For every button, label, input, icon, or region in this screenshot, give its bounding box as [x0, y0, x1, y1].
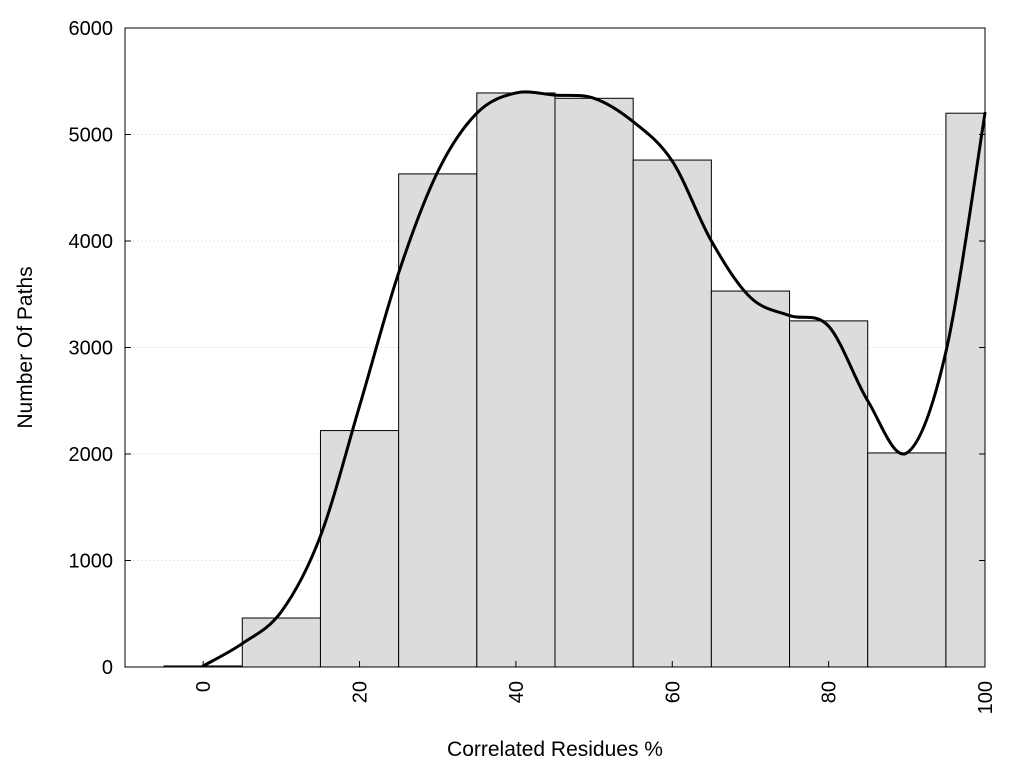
x-tick-label-40: 40: [506, 681, 528, 703]
histogram-bar-6: [632, 159, 712, 668]
histogram-bar-4: [476, 92, 556, 668]
y-tick-label-6000: 6000: [69, 18, 114, 40]
histogram-bar-9: [867, 452, 947, 668]
density-curve: [201, 90, 987, 668]
y-tick-label-1000: 1000: [69, 551, 114, 573]
x-axis-ticks: 0 20 40 60 80 100: [193, 661, 997, 714]
y-tick-label-4000: 4000: [69, 231, 114, 253]
histogram-bars: [163, 92, 986, 668]
x-tick-label-100: 100: [975, 681, 997, 714]
x-axis-label: Correlated Residues %: [447, 738, 663, 761]
x-tick-label-20: 20: [350, 681, 372, 703]
x-tick-label-0: 0: [193, 681, 215, 692]
y-tick-label-2000: 2000: [69, 444, 114, 466]
histogram-bar-10: [945, 112, 986, 668]
y-tick-label-5000: 5000: [69, 125, 114, 147]
x-tick-label-60: 60: [662, 681, 684, 703]
histogram-bar-2: [319, 430, 400, 668]
y-tick-label-3000: 3000: [69, 338, 114, 360]
y-axis-ticks: 0 1000 2000 3000 4000 5000 6000: [69, 18, 985, 679]
histogram-bar-1: [241, 617, 321, 668]
histogram-bar-8: [789, 320, 869, 668]
y-tick-label-0: 0: [102, 657, 113, 679]
x-tick-label-80: 80: [819, 681, 841, 703]
histogram-bar-5: [554, 97, 634, 668]
histogram-bar-3: [398, 173, 478, 668]
histogram-bar-7: [710, 290, 791, 668]
y-axis-label: Number Of Paths: [14, 266, 37, 428]
